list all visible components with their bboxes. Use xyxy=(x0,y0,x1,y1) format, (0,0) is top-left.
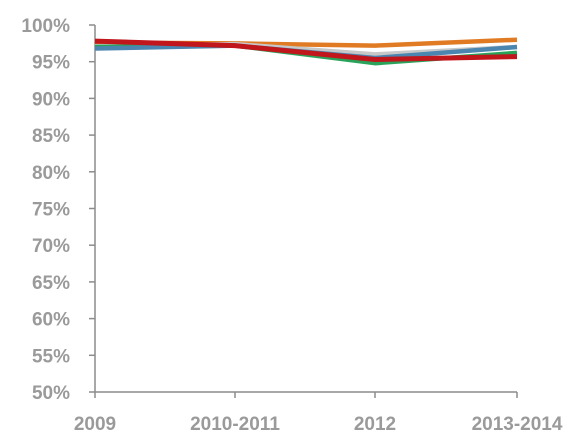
y-tick-label: 85% xyxy=(32,126,70,147)
y-tick-label: 55% xyxy=(32,346,70,367)
y-tick-label: 100% xyxy=(21,16,70,37)
y-tick-label: 65% xyxy=(32,273,70,294)
y-tick-label: 90% xyxy=(32,89,70,110)
x-tick-label: 2012 xyxy=(354,414,396,435)
series-line-5 xyxy=(94,38,518,62)
y-tick-label: 60% xyxy=(32,310,70,331)
y-axis-ticks: 50% 55% 60% 65% 70% 75% 80% 85% 90% 95% 100% xyxy=(21,16,95,404)
x-tick-label: 2009 xyxy=(74,414,116,435)
y-tick-label: 75% xyxy=(32,200,70,221)
y-tick-label: 80% xyxy=(32,163,70,184)
series-group xyxy=(94,37,518,66)
x-axis-ticks: 2009 2010-2011 2012 2013-2014 xyxy=(74,392,563,435)
axes xyxy=(94,25,517,393)
y-tick-label: 95% xyxy=(32,53,70,74)
x-tick-label: 2013-2014 xyxy=(472,414,563,435)
y-tick-label: 50% xyxy=(32,383,70,404)
y-tick-label: 70% xyxy=(32,236,70,257)
x-tick-label: 2010-2011 xyxy=(190,414,280,435)
